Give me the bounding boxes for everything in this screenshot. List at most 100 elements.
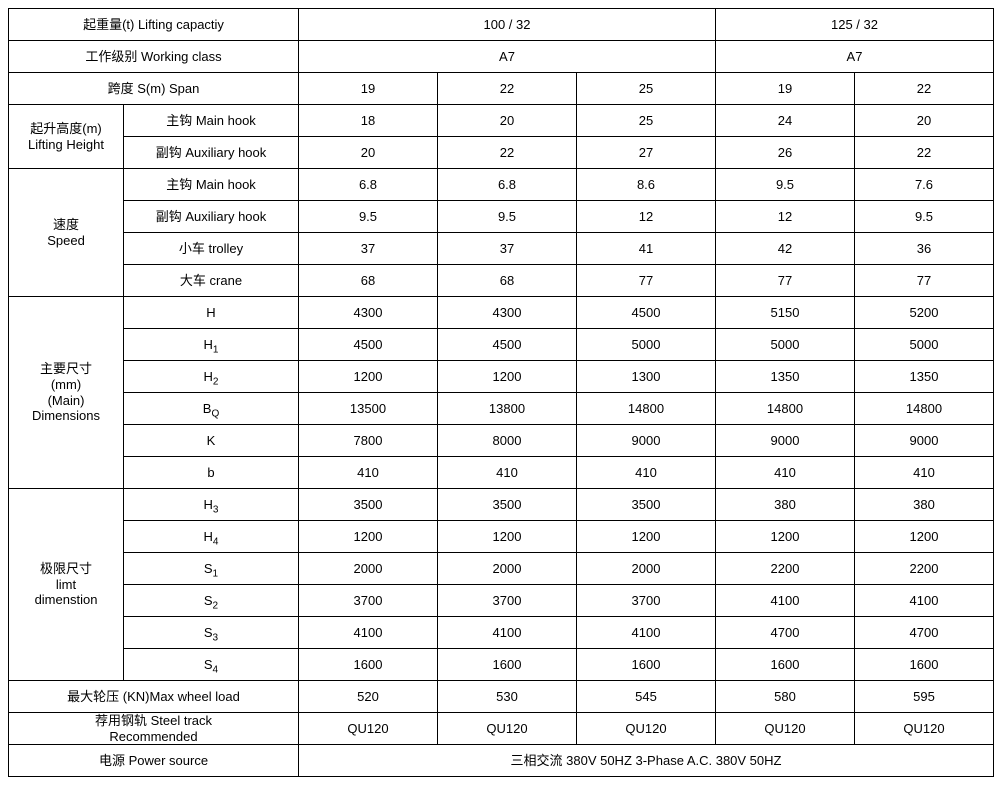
label-working-class: 工作级别 Working class — [9, 41, 299, 73]
cell-span-1: 22 — [438, 73, 577, 105]
label-H2: H2 — [124, 361, 299, 393]
spec-table: 起重量(t) Lifting capactiy 100 / 32 125 / 3… — [8, 8, 994, 777]
cell-S1-0: 2000 — [299, 553, 438, 585]
cell-b-2: 410 — [577, 457, 716, 489]
label-main-hook: 主钩 Main hook — [124, 105, 299, 137]
cell-spa-1: 9.5 — [438, 201, 577, 233]
cell-H2-0: 1200 — [299, 361, 438, 393]
cell-lha-0: 20 — [299, 137, 438, 169]
cell-H2-2: 1300 — [577, 361, 716, 393]
cell-H3-4: 380 — [855, 489, 994, 521]
cell-st-4: QU120 — [855, 713, 994, 745]
cell-H-1: 4300 — [438, 297, 577, 329]
label-speed: 速度Speed — [9, 169, 124, 297]
cell-wc-1: A7 — [716, 41, 994, 73]
cell-lhm-2: 25 — [577, 105, 716, 137]
cell-K-0: 7800 — [299, 425, 438, 457]
cell-lha-2: 27 — [577, 137, 716, 169]
cell-S3-3: 4700 — [716, 617, 855, 649]
cell-mw-1: 530 — [438, 681, 577, 713]
label-H: H — [124, 297, 299, 329]
cell-lha-1: 22 — [438, 137, 577, 169]
cell-spt-0: 37 — [299, 233, 438, 265]
label-BQ: BQ — [124, 393, 299, 425]
cell-spm-4: 7.6 — [855, 169, 994, 201]
cell-H1-0: 4500 — [299, 329, 438, 361]
label-span: 跨度 S(m) Span — [9, 73, 299, 105]
label-H1: H1 — [124, 329, 299, 361]
cell-H3-2: 3500 — [577, 489, 716, 521]
cell-st-0: QU120 — [299, 713, 438, 745]
cell-spt-3: 42 — [716, 233, 855, 265]
cell-S2-1: 3700 — [438, 585, 577, 617]
label-H3: H3 — [124, 489, 299, 521]
label-power-source: 电源 Power source — [9, 745, 299, 777]
cell-b-3: 410 — [716, 457, 855, 489]
cell-wc-0: A7 — [299, 41, 716, 73]
cell-mw-3: 580 — [716, 681, 855, 713]
cell-lha-4: 22 — [855, 137, 994, 169]
cell-BQ-4: 14800 — [855, 393, 994, 425]
cell-BQ-0: 13500 — [299, 393, 438, 425]
cell-st-1: QU120 — [438, 713, 577, 745]
cell-H1-3: 5000 — [716, 329, 855, 361]
cell-spa-4: 9.5 — [855, 201, 994, 233]
cell-H4-3: 1200 — [716, 521, 855, 553]
cell-spa-0: 9.5 — [299, 201, 438, 233]
cell-st-2: QU120 — [577, 713, 716, 745]
cell-S1-4: 2200 — [855, 553, 994, 585]
label-trolley: 小车 trolley — [124, 233, 299, 265]
cell-H3-3: 380 — [716, 489, 855, 521]
label-S3: S3 — [124, 617, 299, 649]
cell-spa-3: 12 — [716, 201, 855, 233]
cell-spc-4: 77 — [855, 265, 994, 297]
cell-K-3: 9000 — [716, 425, 855, 457]
cell-H4-2: 1200 — [577, 521, 716, 553]
cell-spc-3: 77 — [716, 265, 855, 297]
cell-S2-0: 3700 — [299, 585, 438, 617]
cell-spm-2: 8.6 — [577, 169, 716, 201]
cell-S3-2: 4100 — [577, 617, 716, 649]
cell-lhm-0: 18 — [299, 105, 438, 137]
cell-lhm-3: 24 — [716, 105, 855, 137]
cell-K-1: 8000 — [438, 425, 577, 457]
cell-mw-0: 520 — [299, 681, 438, 713]
cell-spa-2: 12 — [577, 201, 716, 233]
cell-b-1: 410 — [438, 457, 577, 489]
cell-capacity-0: 100 / 32 — [299, 9, 716, 41]
label-H4: H4 — [124, 521, 299, 553]
cell-lha-3: 26 — [716, 137, 855, 169]
cell-S2-4: 4100 — [855, 585, 994, 617]
cell-H4-4: 1200 — [855, 521, 994, 553]
cell-S3-0: 4100 — [299, 617, 438, 649]
cell-H1-2: 5000 — [577, 329, 716, 361]
cell-S2-2: 3700 — [577, 585, 716, 617]
cell-H3-0: 3500 — [299, 489, 438, 521]
cell-mw-2: 545 — [577, 681, 716, 713]
cell-H-2: 4500 — [577, 297, 716, 329]
cell-S4-3: 1600 — [716, 649, 855, 681]
cell-H4-1: 1200 — [438, 521, 577, 553]
label-crane: 大车 crane — [124, 265, 299, 297]
cell-H4-0: 1200 — [299, 521, 438, 553]
cell-span-0: 19 — [299, 73, 438, 105]
cell-BQ-3: 14800 — [716, 393, 855, 425]
cell-span-3: 19 — [716, 73, 855, 105]
cell-S1-3: 2200 — [716, 553, 855, 585]
cell-S3-1: 4100 — [438, 617, 577, 649]
cell-S4-1: 1600 — [438, 649, 577, 681]
cell-b-0: 410 — [299, 457, 438, 489]
cell-BQ-1: 13800 — [438, 393, 577, 425]
cell-H-3: 5150 — [716, 297, 855, 329]
label-aux-hook: 副钩 Auxiliary hook — [124, 137, 299, 169]
cell-S4-0: 1600 — [299, 649, 438, 681]
cell-H2-3: 1350 — [716, 361, 855, 393]
label-limit-dims: 极限尺寸limtdimenstion — [9, 489, 124, 681]
cell-S3-4: 4700 — [855, 617, 994, 649]
label-lifting-capacity: 起重量(t) Lifting capactiy — [9, 9, 299, 41]
cell-spt-4: 36 — [855, 233, 994, 265]
cell-S4-4: 1600 — [855, 649, 994, 681]
cell-H1-1: 4500 — [438, 329, 577, 361]
label-speed-aux-hook: 副钩 Auxiliary hook — [124, 201, 299, 233]
cell-H2-4: 1350 — [855, 361, 994, 393]
